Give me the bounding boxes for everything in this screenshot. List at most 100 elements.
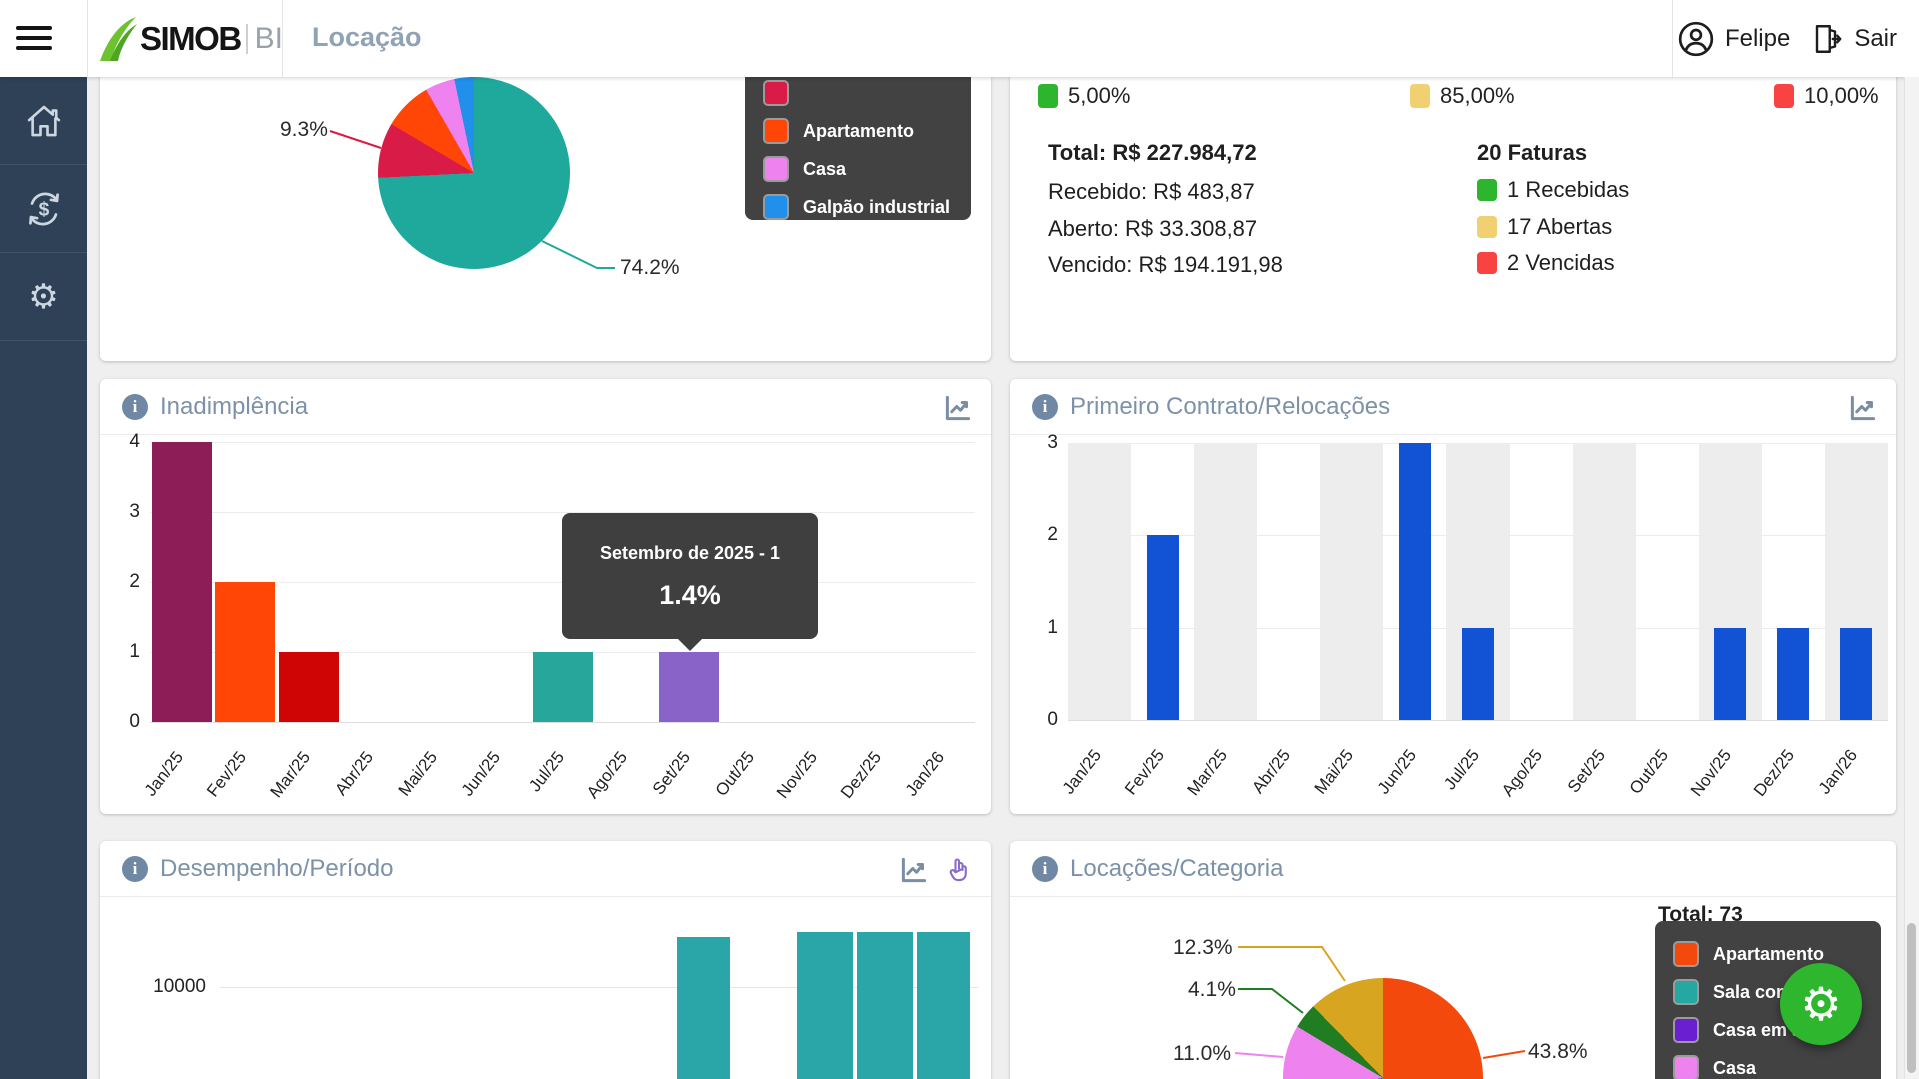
card-title: Primeiro Contrato/Relocações [1070,392,1391,420]
card-inadimplencia: i Inadimplência 0 1 2 3 4 Jan/25 Fev/25 Mar/25 A… [100,379,991,814]
faturas-total: Total: R$ 227.984,72 [1048,140,1257,165]
legend-swatch [763,80,789,106]
faturas-row-abertas: 17 Abertas [1477,214,1612,240]
faturas-count-title: 20 Faturas [1477,140,1588,165]
legend-item[interactable] [763,74,953,112]
bar-Jun/25[interactable] [1398,443,1431,720]
gear-icon: ⚙ [28,276,59,317]
gridline [150,442,975,443]
info-icon[interactable]: i [1032,393,1058,420]
legend-swatch [763,194,789,220]
card-title: Desempenho/Período [160,854,394,882]
y-axis-label: 0 [129,711,140,732]
category-band [1572,443,1636,720]
card-header: i Desempenho/Período [100,841,991,897]
card-desempenho: i Desempenho/Período 10000 [100,841,991,1079]
chart-line-icon[interactable] [1848,393,1878,428]
legend-swatch [1673,1055,1699,1079]
x-axis-label: Dez/25 [836,747,885,802]
bar-desempenho-2[interactable] [857,932,913,1079]
legend-swatch [1673,979,1699,1005]
info-icon[interactable]: i [1032,855,1058,882]
x-axis-label: Fev/25 [1120,745,1168,799]
hand-pointer-icon[interactable] [945,856,973,889]
chart-line-icon[interactable] [943,393,973,428]
sidebar: $ ⚙ [0,77,87,1079]
legend-label: Galpão industrial [803,196,951,217]
x-axis-label: Jun/25 [457,747,505,800]
info-icon[interactable]: i [122,855,148,882]
legend-item[interactable]: Galpão industrial [763,188,953,226]
y-axis-label: 1 [129,641,140,662]
bar-Jul/25[interactable] [532,652,593,722]
legend-swatch [1673,941,1699,967]
card-title: Inadimplência [160,392,309,420]
bar-Nov/25[interactable] [1714,627,1747,720]
x-axis-label: Jan/26 [1815,745,1862,798]
sidebar-item-home[interactable] [0,77,87,165]
sidebar-item-locacao[interactable]: $ [0,165,87,253]
x-axis-label: Jan/26 [901,747,949,800]
gridline [150,512,975,513]
bar-Fev/25[interactable] [1146,535,1179,720]
x-axis-label: Out/25 [711,747,758,800]
pie-chart-locacoes[interactable] [1283,978,1483,1079]
bar-desempenho-0[interactable] [677,937,730,1079]
legend-swatch [763,118,789,144]
logout-label[interactable]: Sair [1854,24,1897,52]
pie-callout-left: 9.3% [280,118,328,141]
gridline [150,722,975,723]
x-axis-label: Mai/25 [1310,745,1357,798]
info-icon[interactable]: i [122,393,148,420]
user-name[interactable]: Felipe [1724,24,1791,52]
chip-vencidas-pct: 10,00% [1774,83,1879,109]
x-axis-label: Fev/25 [203,747,251,801]
app-logo[interactable]: SIMOB BI [96,14,283,64]
card-header: i Primeiro Contrato/Relocações [1010,379,1896,435]
faturas-row-recebidas: 1 Recebidas [1477,177,1629,203]
bar-desempenho-1[interactable] [797,932,853,1079]
x-axis-label: Jul/25 [524,747,568,796]
settings-fab-button[interactable]: ⚙ [1780,963,1862,1045]
legend-item[interactable]: Casa [1673,1049,1863,1079]
y-axis-label: 2 [1047,524,1058,546]
x-axis-label: Abr/25 [331,747,378,800]
pie-chart-imoveis[interactable] [378,77,570,269]
pie-callout-pink: 11.0% [1173,1042,1231,1065]
pie-callout-green: 4.1% [1188,978,1236,1001]
x-axis-label: Mai/25 [394,747,441,800]
chart-line-icon[interactable] [899,855,929,890]
legend-item[interactable]: Casa [763,150,953,188]
page-scrollbar[interactable] [1904,77,1919,1079]
bar-Set/25[interactable] [659,652,720,722]
bar-Jul/25[interactable] [1462,627,1494,720]
bar-Jan/26[interactable] [1840,627,1873,720]
bar-Jan/25[interactable] [151,442,212,722]
bar-Fev/25[interactable] [215,582,276,722]
x-axis-label: Nov/25 [773,747,822,802]
legend-item[interactable]: Apartamento [1673,935,1863,973]
hamburger-menu-button[interactable] [16,20,56,56]
bar-desempenho-3[interactable] [917,932,970,1079]
green-swatch [1038,84,1058,108]
legend-item[interactable]: Apartamento [763,112,953,150]
card-header: i Inadimplência [100,379,991,435]
x-axis-label: Out/25 [1625,745,1673,798]
x-axis-label: Abr/25 [1248,745,1294,798]
bar-Mar/25[interactable] [278,652,339,722]
x-axis-label: Mar/25 [1183,745,1231,800]
legend-label: Casa [1713,1057,1757,1078]
bar-Dez/25[interactable] [1777,627,1810,720]
logo-text: SIMOB [140,20,242,57]
category-band [1194,443,1258,720]
sidebar-item-settings[interactable]: ⚙ [0,253,87,341]
legend-label: Apartamento [803,120,915,141]
chart-tooltip: Setembro de 2025 - 1 1.4% [562,513,818,651]
x-axis-label: Dez/25 [1750,745,1799,800]
y-axis-label: 3 [1047,432,1058,453]
gridline [1068,720,1888,721]
logo-swoosh-icon [100,17,137,61]
scrollbar-thumb[interactable] [1907,923,1916,1073]
logout-door-icon[interactable] [1808,21,1844,57]
user-avatar-icon[interactable] [1677,20,1715,58]
